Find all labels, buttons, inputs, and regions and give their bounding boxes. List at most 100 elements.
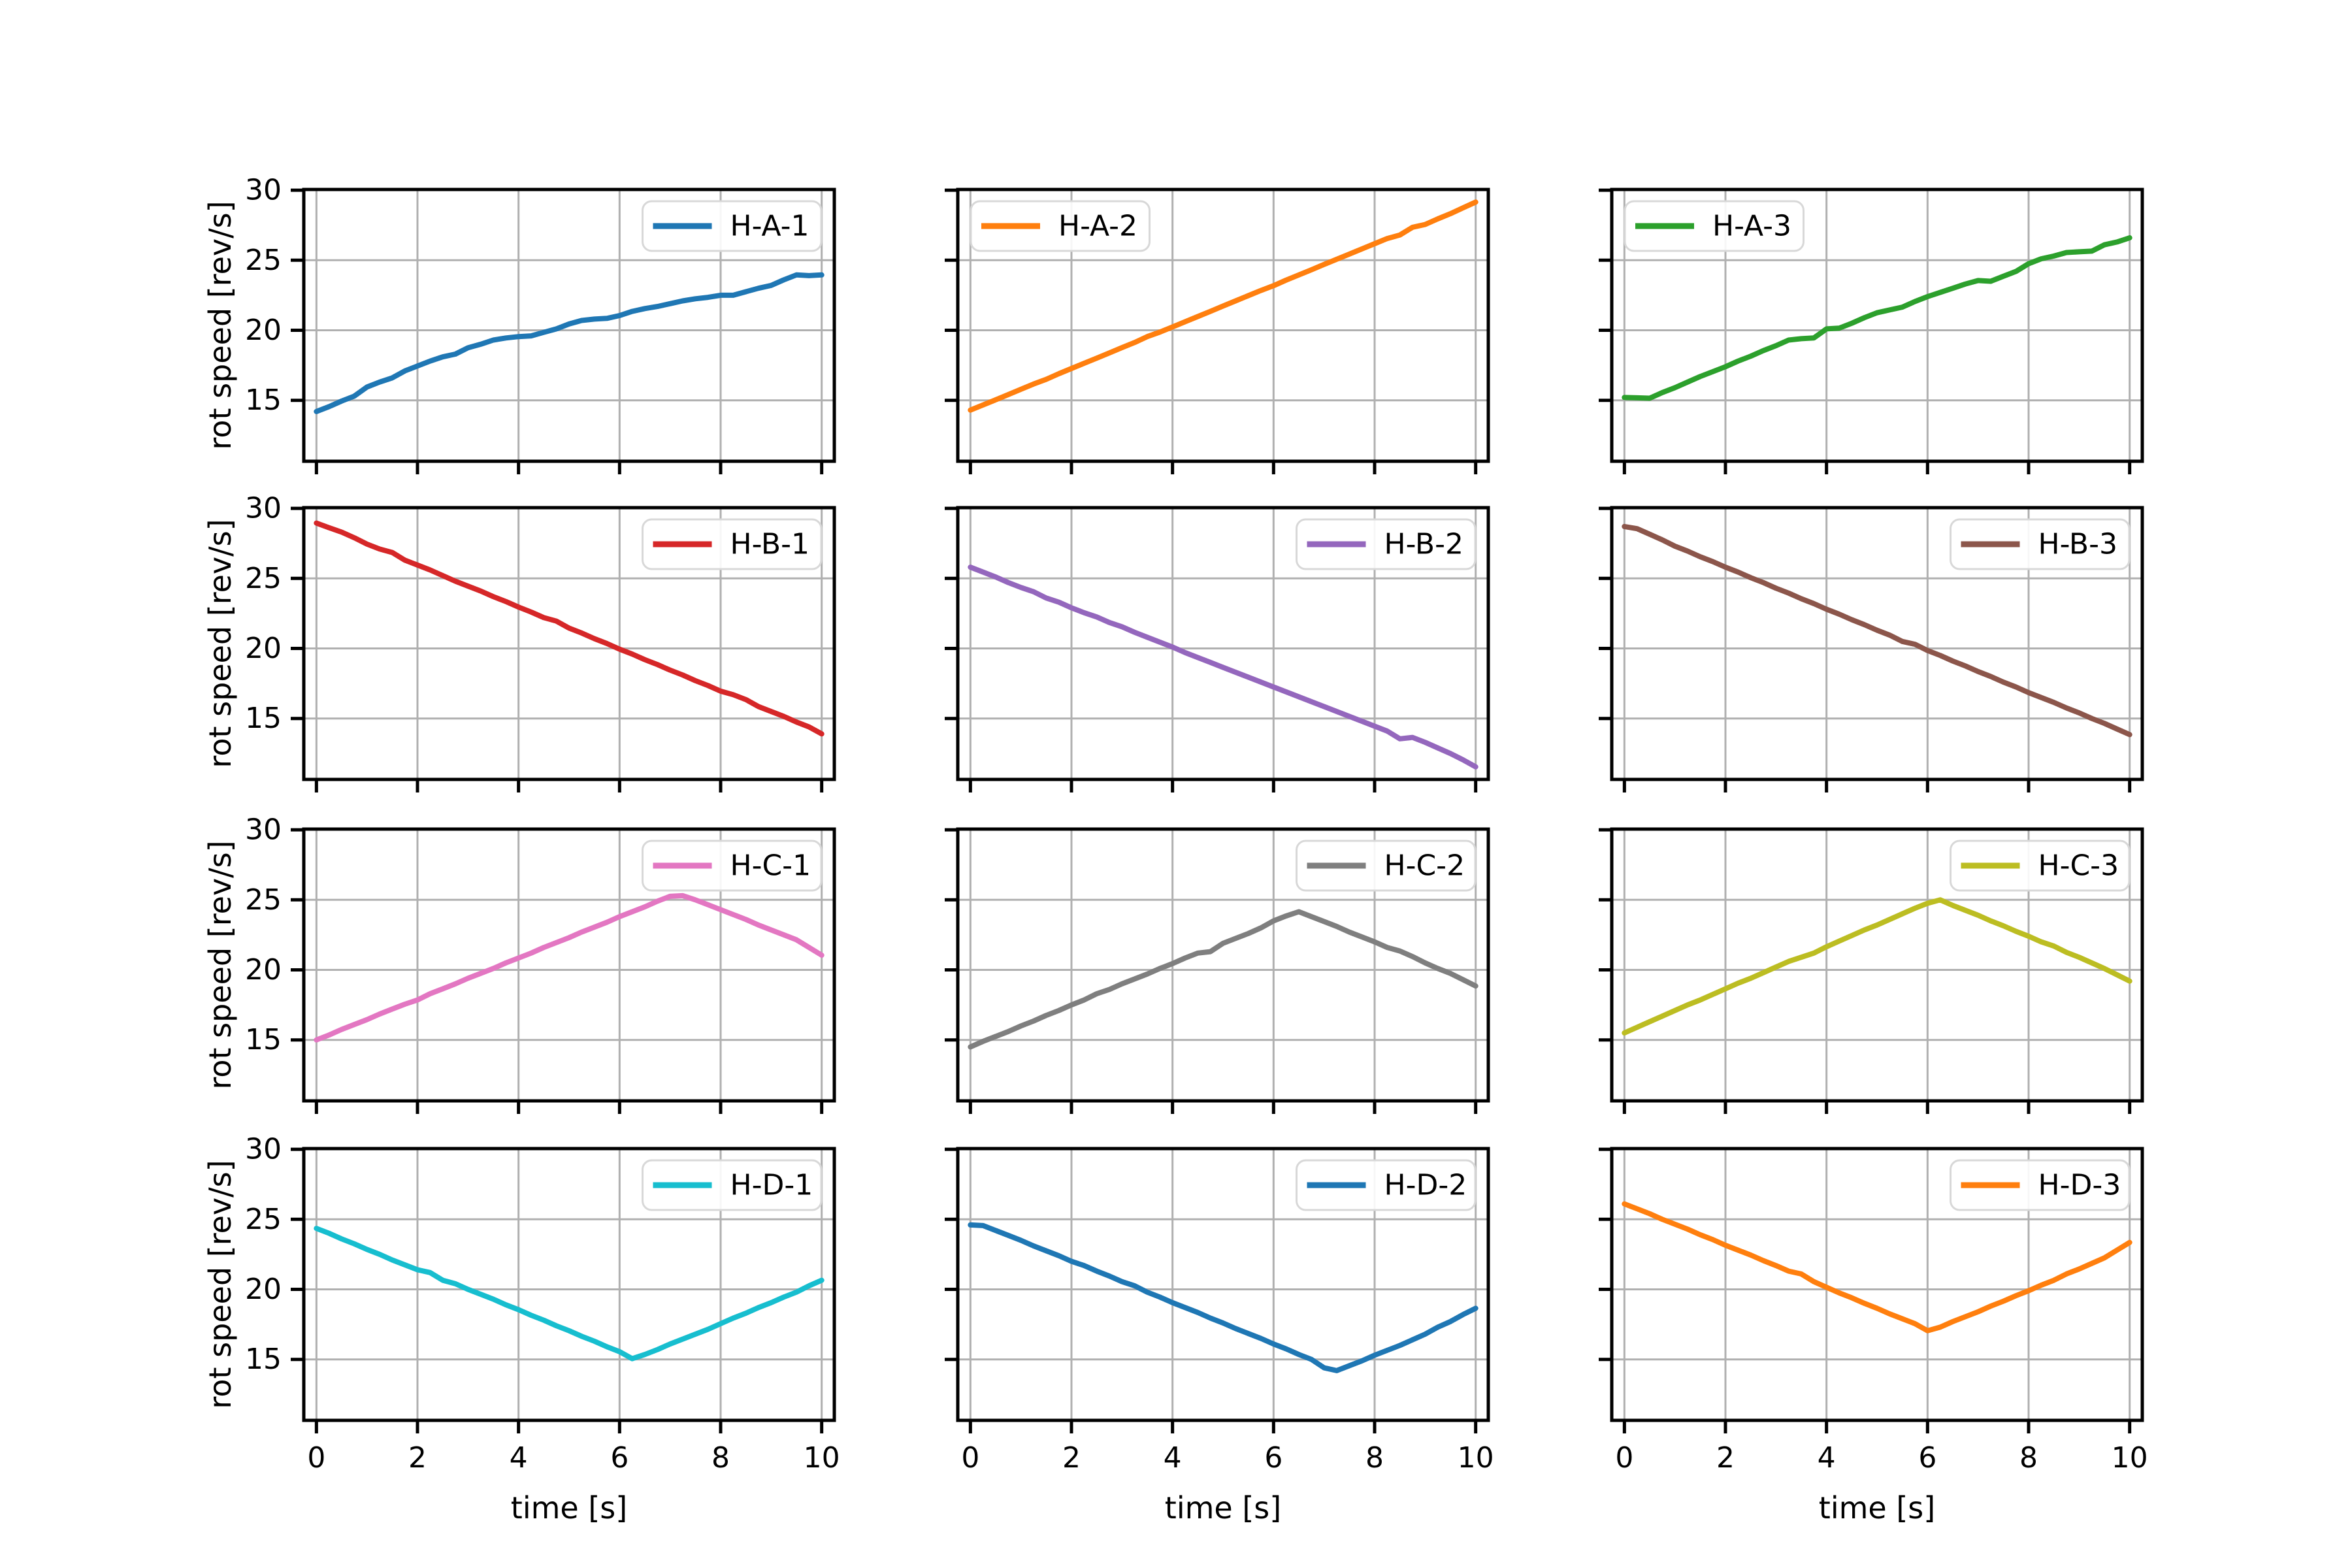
- axes-border: [1610, 827, 2144, 1103]
- axes-border: [956, 1147, 1490, 1422]
- series-line-H-C-2: [968, 909, 1478, 1050]
- series-line-H-A-1: [314, 272, 825, 414]
- y-tick-label: 15: [245, 1023, 282, 1056]
- series-line-H-D-2: [968, 1222, 1478, 1373]
- subplot-H-D-2: 0 2 4 6 8 10 time [s] H-D-2: [945, 1147, 1494, 1526]
- subplot-H-C-2: H-C-2: [945, 827, 1490, 1114]
- y-tick-label: 20: [245, 1273, 282, 1306]
- axes-border: [302, 1147, 836, 1422]
- legend-label: H-A-1: [730, 210, 809, 243]
- legend-H-D-1: H-D-1: [642, 1159, 823, 1211]
- legend-label: H-D-3: [2038, 1169, 2121, 1202]
- x-tick-label: 6: [1918, 1441, 1936, 1475]
- legend-box: [1296, 518, 1477, 570]
- legend-label: H-B-3: [2038, 528, 2117, 561]
- subplot-H-C-3: H-C-3: [1599, 827, 2144, 1114]
- y-tick-label: 30: [245, 174, 282, 207]
- x-tick-label: 10: [804, 1441, 840, 1475]
- legend-H-B-3: H-B-3: [1950, 518, 2131, 570]
- y-tick-label: 30: [245, 492, 282, 525]
- x-axis-label: time [s]: [1819, 1490, 1935, 1526]
- x-axis-label: time [s]: [1165, 1490, 1281, 1526]
- x-tick-label: 8: [711, 1441, 730, 1475]
- series-line-H-A-2: [968, 199, 1478, 413]
- y-axis-label: rot speed [rev/s]: [203, 519, 238, 768]
- subplot-H-D-3: 0 2 4 6 8 10 time [s] H-D-3: [1599, 1147, 2148, 1526]
- x-tick-label: 0: [1615, 1441, 1633, 1475]
- axes-border: [1610, 1147, 2144, 1422]
- x-tick-label: 4: [510, 1441, 528, 1475]
- legend-box: [1296, 1159, 1477, 1211]
- legend-label: H-A-3: [1712, 210, 1791, 243]
- legend-H-A-3: H-A-3: [1624, 200, 1805, 252]
- axes-border: [956, 827, 1490, 1103]
- legend-H-C-3: H-C-3: [1950, 840, 2131, 892]
- y-axis-label: rot speed [rev/s]: [203, 1160, 238, 1409]
- legend-label: H-B-1: [730, 528, 809, 561]
- x-tick-label: 2: [1716, 1441, 1735, 1475]
- series-line-H-B-1: [314, 520, 825, 737]
- y-axis-label: rot speed [rev/s]: [203, 840, 238, 1089]
- x-tick-label: 8: [1365, 1441, 1384, 1475]
- y-tick-label: 15: [245, 1343, 282, 1376]
- y-axis-label: rot speed [rev/s]: [203, 201, 238, 449]
- legend-label: H-C-1: [730, 849, 811, 883]
- legend-label: H-C-3: [2038, 849, 2119, 883]
- series-line-H-B-3: [1622, 523, 2132, 738]
- legend-box: [642, 200, 823, 252]
- series-line-H-D-3: [1622, 1201, 2132, 1333]
- legend-H-B-2: H-B-2: [1296, 518, 1477, 570]
- axes-border: [1610, 506, 2144, 781]
- legend-H-B-1: H-B-1: [642, 518, 823, 570]
- legend-H-A-2: H-A-2: [970, 200, 1151, 252]
- y-tick-label: 20: [245, 632, 282, 665]
- y-tick-label: 15: [245, 702, 282, 735]
- y-tick-label: 15: [245, 384, 282, 417]
- legend-box: [970, 200, 1151, 252]
- axes-border: [302, 827, 836, 1103]
- y-tick-label: 30: [245, 813, 282, 847]
- legend-box: [1950, 518, 2131, 570]
- y-tick-label: 20: [245, 314, 282, 347]
- axes-border: [956, 506, 1490, 781]
- series-line-H-C-1: [314, 892, 825, 1043]
- axes-border: [302, 506, 836, 781]
- legend-box: [642, 518, 823, 570]
- series-line-H-D-1: [314, 1226, 825, 1362]
- axes-border: [1610, 188, 2144, 463]
- legend-label: H-D-1: [730, 1169, 813, 1202]
- axes-border: [956, 188, 1490, 463]
- subplot-H-A-3: H-A-3: [1599, 188, 2144, 474]
- y-tick-label: 30: [245, 1133, 282, 1166]
- x-tick-label: 8: [2019, 1441, 2038, 1475]
- legend-label: H-D-2: [1384, 1169, 1467, 1202]
- legend-H-C-2: H-C-2: [1296, 840, 1477, 892]
- legend-box: [642, 1159, 823, 1211]
- x-tick-label: 0: [961, 1441, 979, 1475]
- legend-H-A-1: H-A-1: [642, 200, 823, 252]
- legend-H-D-3: H-D-3: [1950, 1159, 2131, 1211]
- legend-label: H-A-2: [1058, 210, 1137, 243]
- y-tick-label: 25: [245, 244, 282, 277]
- x-tick-label: 10: [2112, 1441, 2148, 1475]
- legend-H-D-2: H-D-2: [1296, 1159, 1477, 1211]
- subplot-H-A-2: H-A-2: [945, 188, 1490, 474]
- series-line-H-C-3: [1622, 897, 2132, 1036]
- legend-box: [1950, 840, 2131, 892]
- subplot-H-B-2: H-B-2: [945, 506, 1490, 792]
- x-tick-label: 6: [610, 1441, 629, 1475]
- subplot-H-B-3: H-B-3: [1599, 506, 2144, 792]
- y-tick-label: 25: [245, 562, 282, 595]
- series-line-H-A-3: [1622, 235, 2132, 401]
- legend-H-C-1: H-C-1: [642, 840, 823, 892]
- legend-box: [1624, 200, 1805, 252]
- x-tick-label: 10: [1458, 1441, 1494, 1475]
- x-tick-label: 0: [307, 1441, 325, 1475]
- legend-box: [1950, 1159, 2131, 1211]
